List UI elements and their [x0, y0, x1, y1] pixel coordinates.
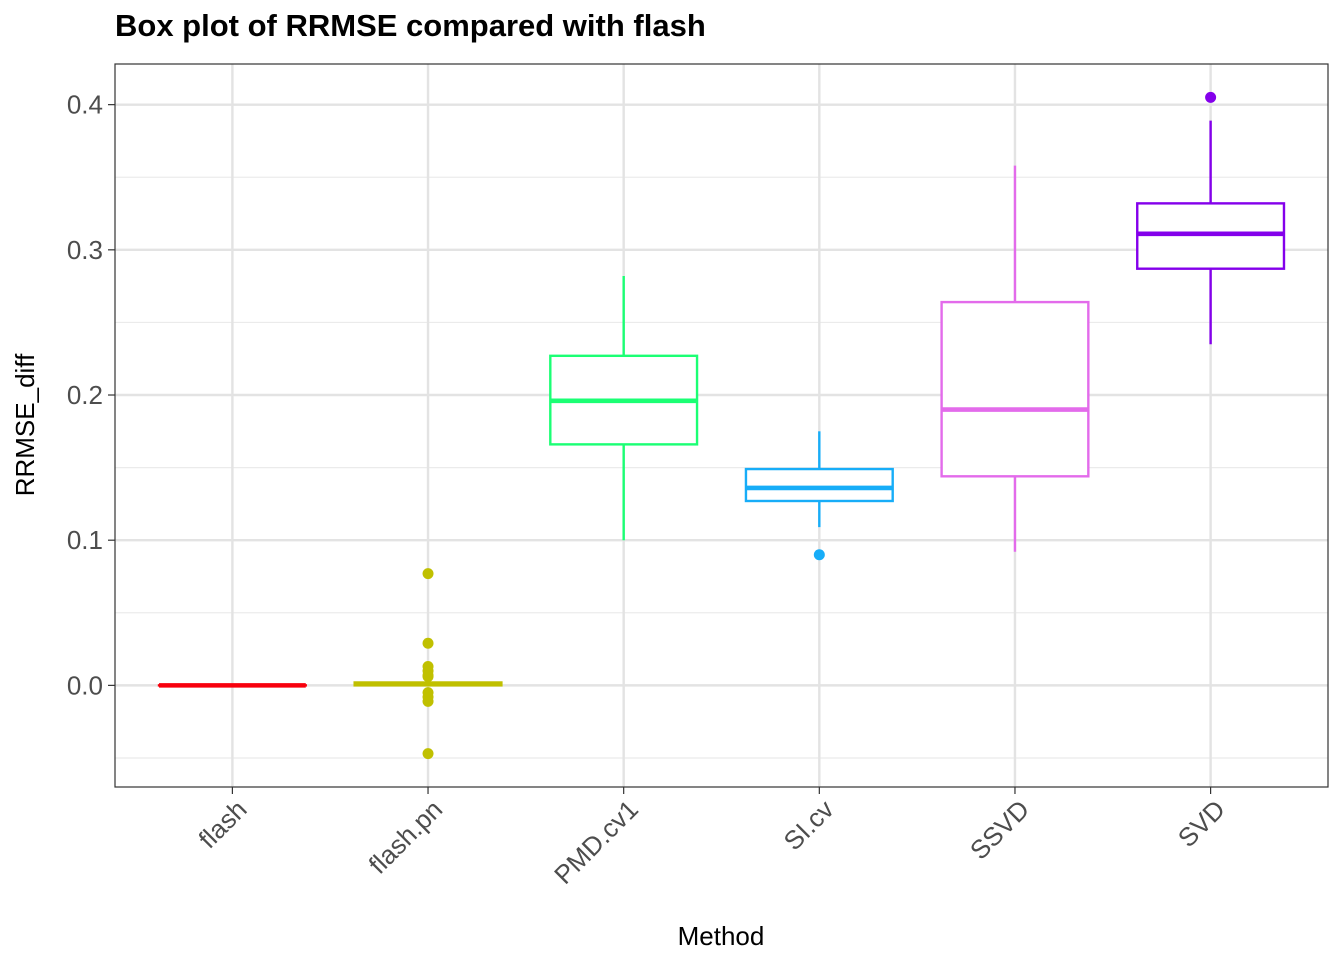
outlier-point — [422, 695, 434, 707]
x-tick-label-svd: SVD — [1172, 794, 1231, 853]
boxes — [157, 91, 1286, 760]
x-tick-label-flash: flash — [193, 794, 253, 854]
outlier-point — [422, 568, 434, 580]
outlier-point — [422, 637, 434, 649]
x-tick-label-flash-pn: flash.pn — [363, 794, 449, 880]
outlier-point — [813, 549, 825, 561]
y-tick-label: 0.3 — [67, 235, 103, 265]
chart-title: Box plot of RRMSE compared with flash — [115, 8, 706, 43]
box-iqr — [744, 467, 894, 503]
box-flash-pn — [353, 568, 503, 760]
box-ssvd — [940, 165, 1090, 552]
y-tick-label: 0.4 — [67, 90, 103, 120]
outlier-point — [422, 748, 434, 760]
x-tick-label-si-cv: SI.cv — [777, 794, 839, 856]
y-axis-title: RRMSE_diff — [10, 353, 40, 496]
plot-border — [114, 63, 1329, 788]
outlier-point — [1205, 91, 1217, 103]
box-pmd-cv1 — [549, 275, 699, 541]
box-svd — [1136, 91, 1286, 345]
x-tick-label-pmd-cv1: PMD.cv1 — [548, 794, 644, 890]
outlier-point — [422, 671, 434, 683]
y-tick-label: 0.0 — [67, 670, 103, 700]
x-tick-label-ssvd: SSVD — [964, 794, 1035, 865]
plot-background — [115, 64, 1328, 787]
box-iqr — [940, 300, 1090, 478]
y-tick-label: 0.2 — [67, 380, 103, 410]
x-axis: flash flash.pn PMD.cv1 SI.cv SSVD SVD — [193, 787, 1231, 890]
x-axis-title: Method — [678, 921, 765, 951]
grid-minor — [115, 176, 1328, 759]
box-si-cv — [744, 431, 894, 561]
y-tick-label: 0.1 — [67, 525, 103, 555]
y-axis: 0.0 0.1 0.2 0.3 0.4 — [67, 90, 115, 700]
